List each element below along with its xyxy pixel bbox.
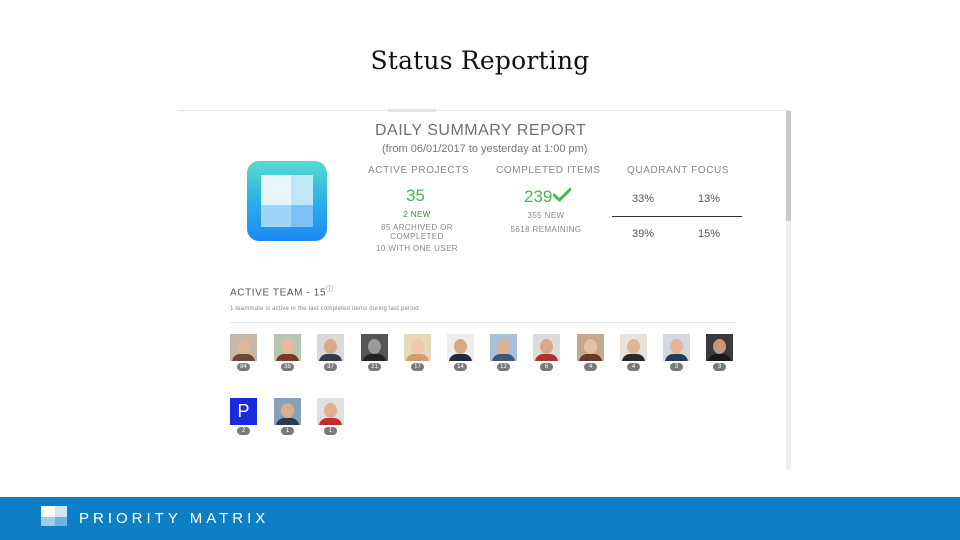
member-count-badge: 1 xyxy=(281,427,294,435)
member-count-badge: 37 xyxy=(324,363,337,371)
active-projects-label: ACTIVE PROJECTS xyxy=(368,165,470,176)
member-count-badge: 38 xyxy=(281,363,294,371)
member-count-badge: 17 xyxy=(411,363,424,371)
completed-items-new: 355 NEW xyxy=(527,211,565,220)
member-count-badge: 12 xyxy=(497,363,510,371)
member-count-badge: 21 xyxy=(368,363,381,371)
avatar[interactable] xyxy=(230,334,257,361)
quadrant-3-value: 39% xyxy=(632,228,655,240)
completed-items-label: COMPLETED ITEMS xyxy=(496,165,601,176)
avatar[interactable] xyxy=(274,398,301,425)
avatar[interactable]: P xyxy=(230,398,257,425)
member-count-badge: 4 xyxy=(627,363,640,371)
avatar[interactable] xyxy=(620,334,647,361)
report-title: DAILY SUMMARY REPORT xyxy=(375,122,587,139)
footer-brand: PRIORITY MATRIX xyxy=(79,510,270,527)
avatar[interactable] xyxy=(663,334,690,361)
avatar[interactable] xyxy=(706,334,733,361)
active-team-note: 1 teammate is active in the last complet… xyxy=(230,306,419,312)
frame-top-border xyxy=(178,110,790,111)
active-projects-archived-1: 85 ARCHIVED OR xyxy=(381,223,453,232)
active-projects-archived-2: COMPLETED xyxy=(390,232,444,241)
active-projects-one-user: 10 WITH ONE USER xyxy=(376,244,458,253)
avatar[interactable] xyxy=(404,334,431,361)
member-count-badge: 3 xyxy=(713,363,726,371)
avatar[interactable] xyxy=(533,334,560,361)
avatar[interactable] xyxy=(490,334,517,361)
info-icon[interactable]: ⓘ xyxy=(326,286,334,293)
scrollbar[interactable] xyxy=(786,111,791,470)
slide-title: Status Reporting xyxy=(370,46,590,75)
active-projects-new: 2 NEW xyxy=(403,210,431,219)
member-count-badge: 84 xyxy=(237,363,250,371)
priority-matrix-logo-icon xyxy=(247,161,327,241)
member-count-badge: 1 xyxy=(324,427,337,435)
member-count-badge: 4 xyxy=(584,363,597,371)
member-count-badge: 2 xyxy=(237,427,250,435)
active-projects-value: 35 xyxy=(406,186,425,205)
footer-bar xyxy=(0,497,960,540)
team-divider xyxy=(230,322,736,323)
member-count-badge: 6 xyxy=(540,363,553,371)
avatar[interactable] xyxy=(317,398,344,425)
quadrant-divider xyxy=(612,216,742,217)
avatar[interactable] xyxy=(577,334,604,361)
quadrant-focus-label: QUADRANT FOCUS xyxy=(627,165,730,176)
report-subtitle: (from 06/01/2017 to yesterday at 1:00 pm… xyxy=(382,143,588,155)
avatar[interactable] xyxy=(361,334,388,361)
quadrant-4-value: 15% xyxy=(698,228,721,240)
avatar[interactable] xyxy=(274,334,301,361)
member-count-badge: 14 xyxy=(454,363,467,371)
completed-items-remaining: 5618 REMAINING xyxy=(510,225,582,234)
checkmark-icon xyxy=(553,188,571,202)
active-team-heading: ACTIVE TEAM - 15ⓘ xyxy=(230,284,334,298)
avatar[interactable] xyxy=(447,334,474,361)
completed-items-value: 239 xyxy=(524,187,553,206)
scroll-thumb[interactable] xyxy=(786,111,791,221)
avatar[interactable] xyxy=(317,334,344,361)
quadrant-2-value: 13% xyxy=(698,193,721,205)
priority-matrix-logo-icon xyxy=(41,506,67,526)
active-team-label: ACTIVE TEAM - 15 xyxy=(230,287,327,299)
member-count-badge: 3 xyxy=(670,363,683,371)
tab-indicator xyxy=(388,109,436,112)
quadrant-1-value: 33% xyxy=(632,193,655,205)
